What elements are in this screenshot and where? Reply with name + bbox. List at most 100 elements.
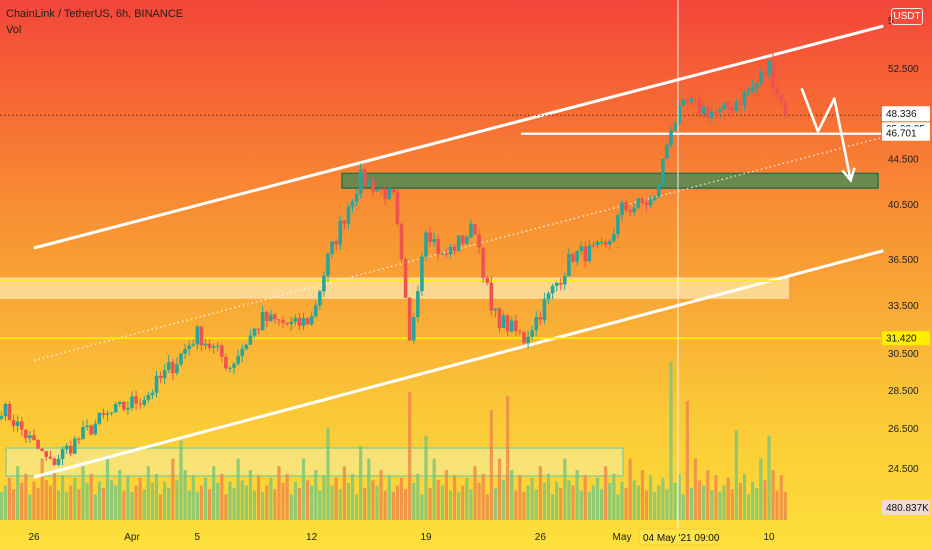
candle <box>538 311 543 325</box>
time-tick-label: 26 <box>28 532 40 543</box>
price-tick-label: 33.500 <box>888 301 919 312</box>
volume-bar <box>236 458 240 520</box>
candle <box>456 234 461 252</box>
volume-bar <box>408 392 412 520</box>
volume-bar <box>587 491 591 520</box>
volume-bar <box>77 489 81 520</box>
volume-bar <box>334 477 338 520</box>
volume-bar <box>122 490 126 520</box>
candle <box>244 343 249 351</box>
volume-bar <box>452 475 457 520</box>
candle <box>775 82 779 99</box>
svg-text:04 May '21 09:00: 04 May '21 09:00 <box>643 533 720 544</box>
volume-bar <box>97 481 101 520</box>
candle <box>526 330 530 349</box>
candle <box>505 314 510 337</box>
candle <box>48 450 53 460</box>
volume-bar <box>477 482 481 520</box>
volume-bar <box>461 485 465 520</box>
volume-bar <box>685 400 689 520</box>
volume-bar <box>281 482 285 520</box>
volume-bar <box>24 473 28 520</box>
candle <box>636 197 641 210</box>
candle <box>518 328 522 336</box>
candle <box>436 234 441 260</box>
candle <box>236 350 240 367</box>
candle <box>52 457 57 467</box>
volume-bar <box>187 490 191 520</box>
candle <box>424 229 428 261</box>
volume-bar <box>20 482 24 520</box>
candle <box>334 238 338 250</box>
volume-bar <box>326 427 330 520</box>
volume-bar <box>32 481 36 520</box>
volume-bar <box>105 458 110 520</box>
candle <box>256 328 261 335</box>
volume-bar <box>367 458 371 520</box>
candle <box>767 60 771 80</box>
candle <box>620 199 624 222</box>
candle <box>534 311 539 336</box>
volume-bar <box>387 475 391 520</box>
volume-bar <box>746 494 751 520</box>
crosshair-time-label: 04 May '21 09:00 <box>638 528 720 546</box>
volume-bar <box>36 488 40 520</box>
candle <box>391 188 396 195</box>
mid-zone <box>0 277 789 299</box>
candle <box>134 390 138 411</box>
candle <box>681 97 686 107</box>
candle <box>211 343 216 354</box>
volume-bar <box>269 477 273 520</box>
volume-bar <box>742 473 747 520</box>
volume-bar <box>379 470 383 520</box>
candle <box>509 315 514 334</box>
volume-bar <box>530 477 534 520</box>
volume-bar <box>677 473 681 520</box>
volume-bar <box>559 488 563 520</box>
price-tick-label: 24.500 <box>888 464 919 475</box>
time-tick-label: Apr <box>124 532 140 543</box>
volume-bar <box>624 488 628 520</box>
candle <box>301 313 306 330</box>
candle <box>730 101 735 116</box>
candle <box>77 437 81 445</box>
volume-bar <box>273 489 277 520</box>
candle <box>628 205 632 217</box>
volume-bar <box>301 458 306 520</box>
svg-text:46.701: 46.701 <box>886 129 917 140</box>
volume-bar <box>354 494 359 520</box>
volume-bar <box>375 485 379 520</box>
candle <box>350 198 355 213</box>
candle <box>661 158 665 188</box>
channel-upper-line <box>33 24 884 250</box>
volume-bar <box>248 470 253 520</box>
volume-bar <box>571 485 575 520</box>
axis-layer: 52.500 44.500 40.500 36.500 33.500 30.500 28.5… <box>28 16 930 546</box>
candle <box>191 339 196 347</box>
currency-badge[interactable]: USDT <box>891 8 923 25</box>
volume-bar <box>363 488 367 520</box>
volume-bar <box>126 475 130 520</box>
volume-bar <box>555 481 559 520</box>
volume-bar <box>689 488 694 520</box>
volume-bar <box>436 480 440 520</box>
candle <box>395 188 400 226</box>
candle <box>542 292 547 325</box>
candle <box>595 239 600 249</box>
volume-bar <box>783 491 787 520</box>
volume-bar <box>428 488 432 520</box>
candle <box>591 241 596 249</box>
candle <box>126 401 130 415</box>
volume-bar <box>171 458 175 520</box>
chart-legend: ChainLink / TetherUS, 6h, BINANCE Vol <box>6 6 183 38</box>
volume-bar <box>608 482 612 520</box>
volume-bar <box>673 482 677 520</box>
candle <box>665 142 669 160</box>
candle <box>726 100 730 115</box>
last-price-label: 48.336 <box>882 106 930 122</box>
candle <box>452 244 457 255</box>
volume-bar <box>697 480 702 520</box>
candle <box>677 99 681 126</box>
